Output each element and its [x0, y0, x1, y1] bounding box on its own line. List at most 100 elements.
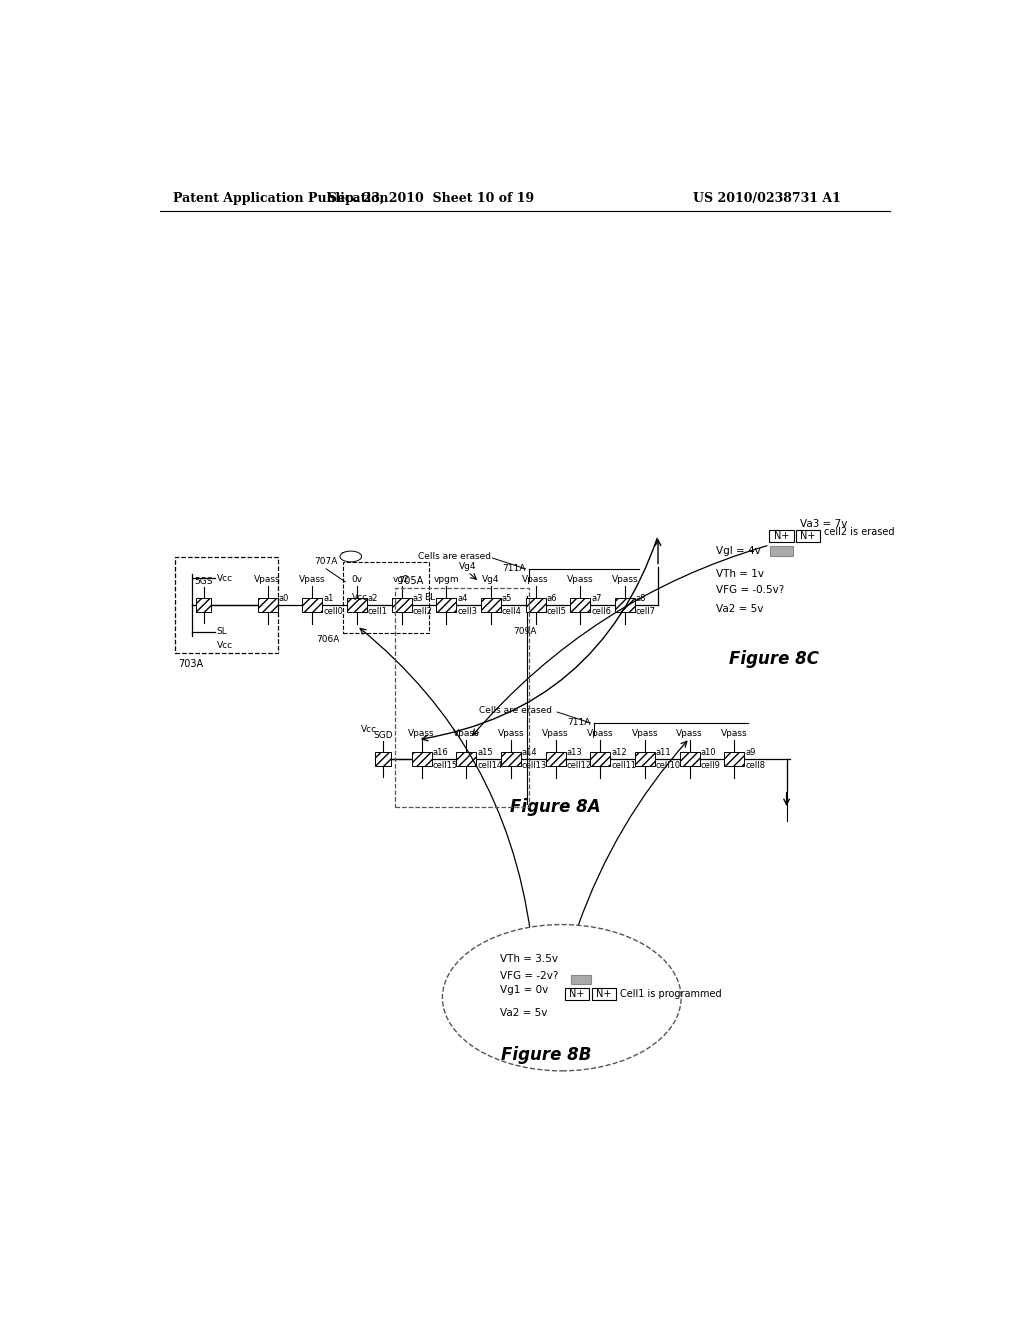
Bar	[457, 752, 476, 766]
Text: US 2010/0238731 A1: US 2010/0238731 A1	[692, 191, 841, 205]
Text: Cells are erased: Cells are erased	[418, 552, 490, 561]
Text: a16: a16	[432, 747, 449, 756]
Text: cell3: cell3	[457, 607, 477, 616]
Text: cell15: cell15	[432, 762, 458, 771]
Text: a3: a3	[413, 594, 423, 603]
Text: a5: a5	[502, 594, 512, 603]
Text: a4: a4	[457, 594, 467, 603]
Text: Vg4: Vg4	[459, 562, 476, 572]
Text: cell2 is erased: cell2 is erased	[823, 527, 894, 537]
Text: Va3 = 7v: Va3 = 7v	[801, 519, 848, 529]
Text: Vpass: Vpass	[409, 729, 435, 738]
Text: a15: a15	[477, 747, 493, 756]
Text: Vg4: Vg4	[482, 576, 500, 585]
Text: 711A: 711A	[567, 718, 590, 727]
Bar	[436, 598, 457, 612]
Text: vg2: vg2	[393, 576, 410, 585]
Bar	[546, 752, 565, 766]
Text: N+: N+	[596, 989, 611, 999]
Text: VTh = 3.5v: VTh = 3.5v	[500, 954, 558, 964]
Text: a7: a7	[591, 594, 601, 603]
Text: cell13: cell13	[521, 762, 547, 771]
Text: vpgm: vpgm	[433, 576, 459, 585]
Bar	[571, 974, 591, 983]
Bar	[412, 752, 432, 766]
Text: VFG = -0.5v?: VFG = -0.5v?	[716, 585, 784, 594]
Text: 703A: 703A	[178, 659, 204, 669]
Text: Vpass: Vpass	[611, 576, 638, 585]
Text: cell14: cell14	[477, 762, 502, 771]
Text: cell10: cell10	[655, 762, 681, 771]
Text: cell0: cell0	[323, 607, 343, 616]
Text: Vpass: Vpass	[453, 729, 479, 738]
Text: a13: a13	[566, 747, 582, 756]
Bar	[302, 598, 323, 612]
Text: Figure 8C: Figure 8C	[728, 649, 818, 668]
Text: Patent Application Publication: Patent Application Publication	[173, 191, 388, 205]
Text: N+: N+	[773, 531, 788, 541]
Text: Vpass: Vpass	[254, 576, 281, 585]
Text: SGD: SGD	[374, 731, 393, 739]
Text: Vcc: Vcc	[352, 593, 368, 602]
Text: a11: a11	[655, 747, 672, 756]
Text: 711A: 711A	[502, 565, 525, 573]
Text: 706A: 706A	[316, 635, 340, 644]
Text: cell1: cell1	[368, 607, 388, 616]
Bar	[376, 752, 391, 766]
Text: N+: N+	[801, 531, 816, 541]
Bar	[258, 598, 278, 612]
Text: Vpass: Vpass	[498, 729, 524, 738]
Text: Vpass: Vpass	[567, 576, 594, 585]
Text: a10: a10	[700, 747, 716, 756]
Text: cell11: cell11	[611, 762, 636, 771]
Bar	[680, 752, 699, 766]
Text: Va2 = 5v: Va2 = 5v	[500, 1008, 548, 1018]
Text: Vpass: Vpass	[299, 576, 326, 585]
Text: Va2 = 5v: Va2 = 5v	[716, 603, 763, 614]
Text: Vgl = 4v: Vgl = 4v	[716, 546, 761, 556]
Text: cell5: cell5	[547, 607, 566, 616]
Text: N+: N+	[569, 989, 585, 999]
Text: cell8: cell8	[745, 762, 765, 771]
Bar	[770, 545, 793, 557]
Text: Cell1 is programmed: Cell1 is programmed	[620, 989, 721, 999]
Bar	[525, 598, 546, 612]
Text: Vcc: Vcc	[361, 725, 377, 734]
Bar	[635, 752, 655, 766]
Bar	[391, 598, 412, 612]
Text: Cells are erased: Cells are erased	[479, 706, 552, 715]
Text: a1: a1	[323, 594, 334, 603]
Bar	[724, 752, 744, 766]
Text: Vcc: Vcc	[217, 640, 232, 649]
Bar	[592, 987, 616, 1001]
Bar	[501, 752, 521, 766]
Text: Figure 8A: Figure 8A	[510, 797, 601, 816]
Bar	[481, 598, 501, 612]
Text: VFG = -2v?: VFG = -2v?	[500, 972, 558, 981]
Text: 705A: 705A	[397, 576, 423, 586]
Bar	[590, 752, 610, 766]
Text: 5GS: 5GS	[195, 577, 213, 586]
Text: Vg1 = 0v: Vg1 = 0v	[500, 985, 549, 995]
Bar	[196, 598, 211, 612]
Text: cell2: cell2	[413, 607, 432, 616]
Bar	[614, 598, 635, 612]
Text: cell7: cell7	[636, 607, 655, 616]
Text: Vpass: Vpass	[676, 729, 702, 738]
Text: Vcc: Vcc	[217, 574, 232, 582]
Bar	[347, 598, 367, 612]
Text: 0v: 0v	[351, 576, 362, 585]
Bar	[565, 987, 590, 1001]
Text: cell4: cell4	[502, 607, 521, 616]
Text: 707A: 707A	[314, 557, 338, 566]
Ellipse shape	[442, 924, 681, 1071]
Text: cell9: cell9	[700, 762, 720, 771]
Ellipse shape	[340, 552, 361, 562]
Text: Vpass: Vpass	[721, 729, 748, 738]
Text: a9: a9	[745, 747, 756, 756]
Bar	[570, 598, 590, 612]
Text: VTh = 1v: VTh = 1v	[716, 569, 764, 579]
Text: Vpass: Vpass	[522, 576, 549, 585]
Text: a2: a2	[368, 594, 378, 603]
Text: Sep. 23, 2010  Sheet 10 of 19: Sep. 23, 2010 Sheet 10 of 19	[328, 191, 534, 205]
